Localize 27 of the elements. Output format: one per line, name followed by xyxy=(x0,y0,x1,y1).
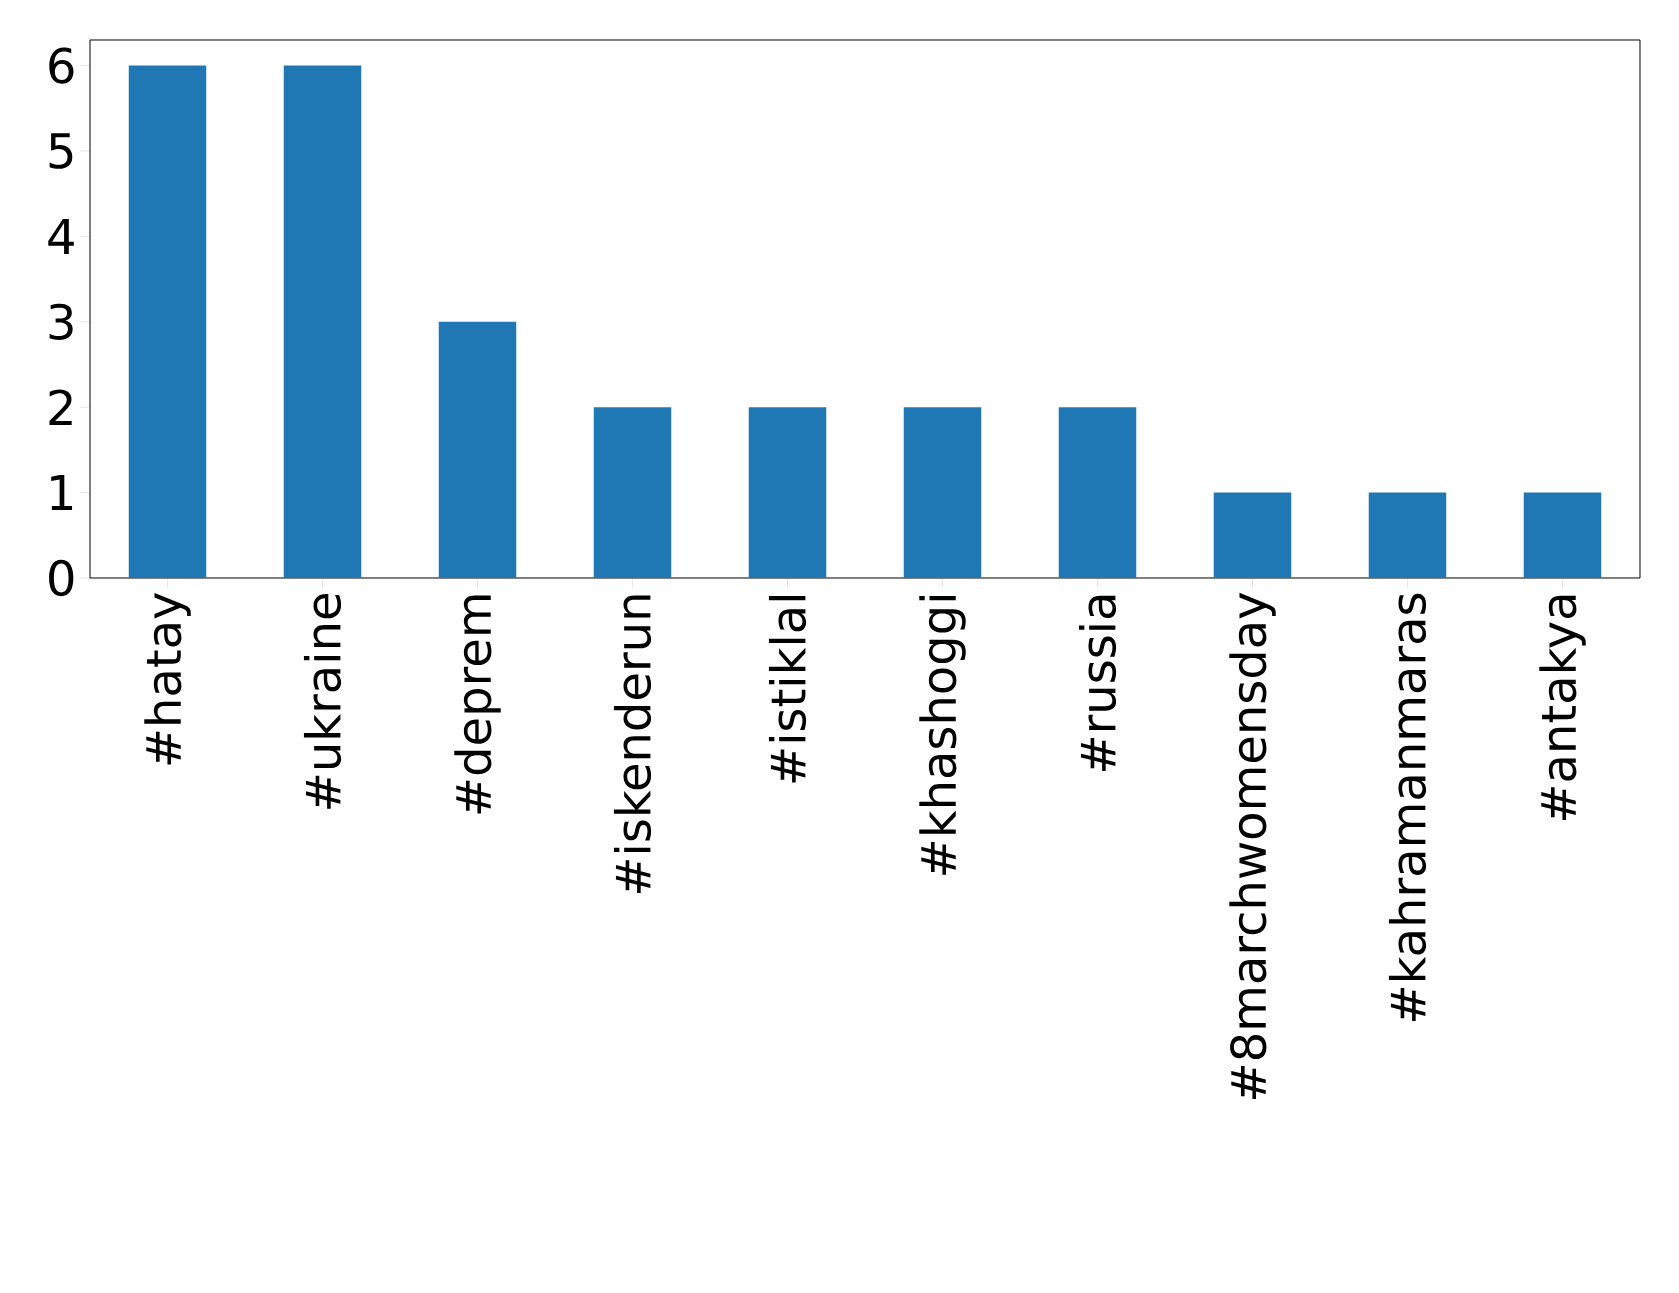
bar xyxy=(1058,407,1137,578)
bar xyxy=(748,407,827,578)
x-tick-label: #deprem xyxy=(454,595,501,814)
y-tick-label: 6 xyxy=(49,47,74,84)
y-tick-label: 2 xyxy=(49,389,72,426)
bar xyxy=(1523,492,1602,578)
bar xyxy=(903,407,982,578)
bar xyxy=(438,321,517,578)
bar xyxy=(593,407,672,578)
y-tick-label: 4 xyxy=(48,218,74,254)
x-tick-label: #khashoggi xyxy=(919,595,966,875)
bar xyxy=(128,65,207,578)
x-tick-label: #kahramanmaras xyxy=(1388,593,1427,1021)
y-tick-label: 3 xyxy=(49,303,73,340)
bar xyxy=(283,65,362,578)
x-tick-label: #russia xyxy=(1078,595,1117,771)
x-tick-label: #istiklal xyxy=(768,595,807,783)
y-tick-label: 5 xyxy=(49,133,73,169)
bar xyxy=(1368,492,1447,578)
x-tick-label: #ukraine xyxy=(303,594,342,809)
y-tick-label: 1 xyxy=(51,475,73,511)
bar xyxy=(1213,492,1292,578)
x-tick-label: #8marchwomensday xyxy=(1229,592,1276,1099)
x-tick-label: #antakya xyxy=(1539,595,1586,821)
y-tick-label: 0 xyxy=(49,559,74,597)
x-tick-label: #iskenderun xyxy=(613,595,652,893)
x-tick-label: #hatay xyxy=(144,592,191,765)
